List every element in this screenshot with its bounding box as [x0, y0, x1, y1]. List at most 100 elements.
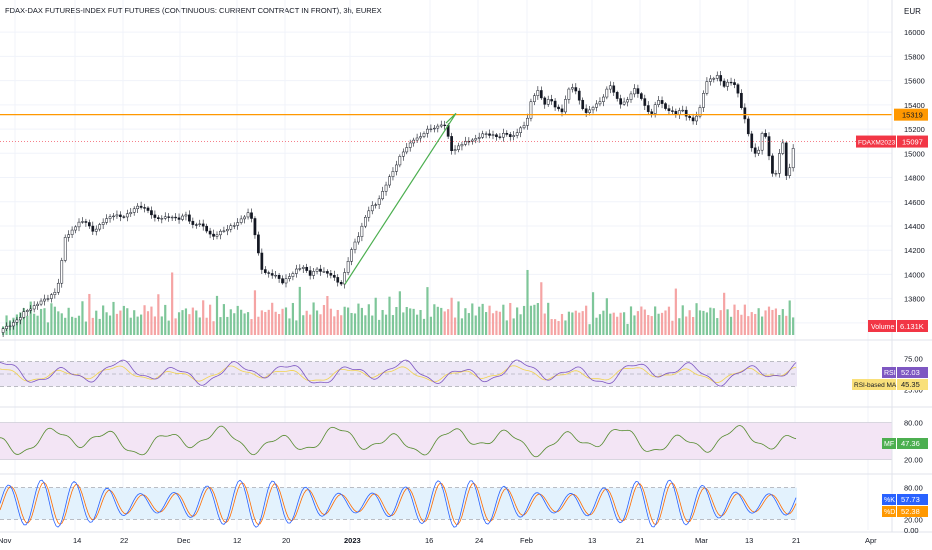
candle-body	[481, 133, 484, 138]
candle-body	[684, 109, 688, 117]
candle-body	[608, 85, 612, 90]
volume-bar	[374, 297, 377, 335]
volume-bar	[302, 315, 305, 335]
volume-bar	[754, 313, 757, 335]
candle-body	[163, 216, 167, 219]
candle-body	[19, 317, 22, 321]
candle-body	[588, 109, 591, 113]
candle-body	[215, 234, 219, 237]
candle-body	[184, 214, 188, 217]
volume-bar	[647, 315, 650, 335]
candle-body	[753, 147, 757, 154]
time-tick-label: Feb	[520, 536, 533, 545]
candle-body	[781, 142, 785, 154]
candle-body	[750, 133, 754, 149]
volume-bar	[226, 316, 229, 335]
volume-bar	[595, 317, 598, 335]
candle-body	[53, 292, 57, 295]
volume-bar	[209, 304, 212, 335]
volume-name-tag	[868, 320, 896, 332]
volume-bar	[616, 316, 619, 335]
candle-body	[526, 117, 529, 126]
volume-bar	[202, 300, 205, 335]
last-price-tag	[897, 135, 928, 148]
time-tick-label: 24	[475, 536, 483, 545]
volume-bar	[153, 316, 156, 335]
candle-body	[257, 234, 260, 254]
volume-bar	[540, 282, 543, 335]
candle-body	[308, 270, 312, 276]
candle-body	[764, 133, 767, 137]
volume-bar	[681, 305, 684, 335]
volume-bar	[733, 304, 736, 335]
candle-body	[429, 128, 433, 131]
rsi-name-label: RSI	[884, 370, 896, 377]
volume-bar	[357, 303, 360, 335]
rsi-tick-label: 75.00	[904, 355, 923, 364]
volume-bar	[77, 315, 81, 335]
volume-bar	[309, 314, 312, 335]
volume-bar	[426, 287, 429, 335]
candle-body	[125, 213, 129, 218]
volume-bar	[60, 313, 63, 335]
candle-body	[712, 78, 716, 80]
volume-bar	[447, 309, 450, 335]
volume-bar	[709, 307, 712, 335]
last-price-value: 15097	[902, 138, 923, 147]
candle-body	[281, 278, 284, 284]
candle-body	[219, 230, 222, 236]
volume-bar	[771, 309, 774, 335]
candle-body	[671, 110, 674, 112]
candle-body	[422, 133, 426, 137]
candle-body	[457, 145, 460, 150]
volume-bar	[436, 306, 439, 335]
candle-body	[77, 221, 81, 228]
candle-body	[357, 236, 360, 243]
candle-body	[22, 311, 26, 318]
candle-body	[157, 217, 160, 219]
volume-bar	[512, 318, 515, 335]
candle-body	[188, 214, 191, 222]
volume-bar	[623, 312, 626, 335]
volume-bar	[402, 312, 405, 335]
candle-body	[450, 136, 453, 151]
volume-bar	[519, 314, 522, 335]
price-tick-label: 14800	[904, 174, 925, 183]
volume-bar	[46, 322, 50, 335]
volume-bar	[288, 318, 291, 335]
candle-body	[150, 210, 153, 216]
volume-bar	[478, 306, 481, 335]
volume-bar	[792, 317, 795, 335]
candle-body	[132, 208, 136, 213]
mfi-value-tag	[897, 438, 928, 449]
volume-bar	[564, 320, 567, 335]
candle-body	[12, 322, 15, 327]
candle-body	[553, 100, 557, 108]
candle-body	[515, 132, 519, 136]
volume-bar	[381, 310, 384, 335]
candle-body	[353, 241, 357, 250]
candle-body	[112, 215, 115, 218]
volume-bar	[326, 296, 329, 335]
candle-body	[691, 117, 695, 122]
candle-body	[312, 271, 315, 276]
candle-body	[557, 106, 560, 110]
candle-body	[315, 268, 319, 272]
volume-bar	[602, 310, 605, 335]
volume-bar	[412, 308, 415, 335]
candle-body	[491, 134, 495, 136]
time-tick-label: Nov	[0, 536, 12, 545]
candle-body	[646, 105, 650, 112]
volume-bar	[336, 309, 339, 335]
volume-bar	[384, 314, 388, 335]
candle-body	[191, 220, 195, 225]
candle-body	[67, 234, 71, 238]
drawings	[0, 112, 892, 285]
candle-body	[63, 237, 67, 261]
candle-body	[270, 273, 274, 276]
volume-bar	[146, 311, 150, 335]
volume-bar	[333, 316, 336, 335]
candle-body	[577, 90, 581, 101]
